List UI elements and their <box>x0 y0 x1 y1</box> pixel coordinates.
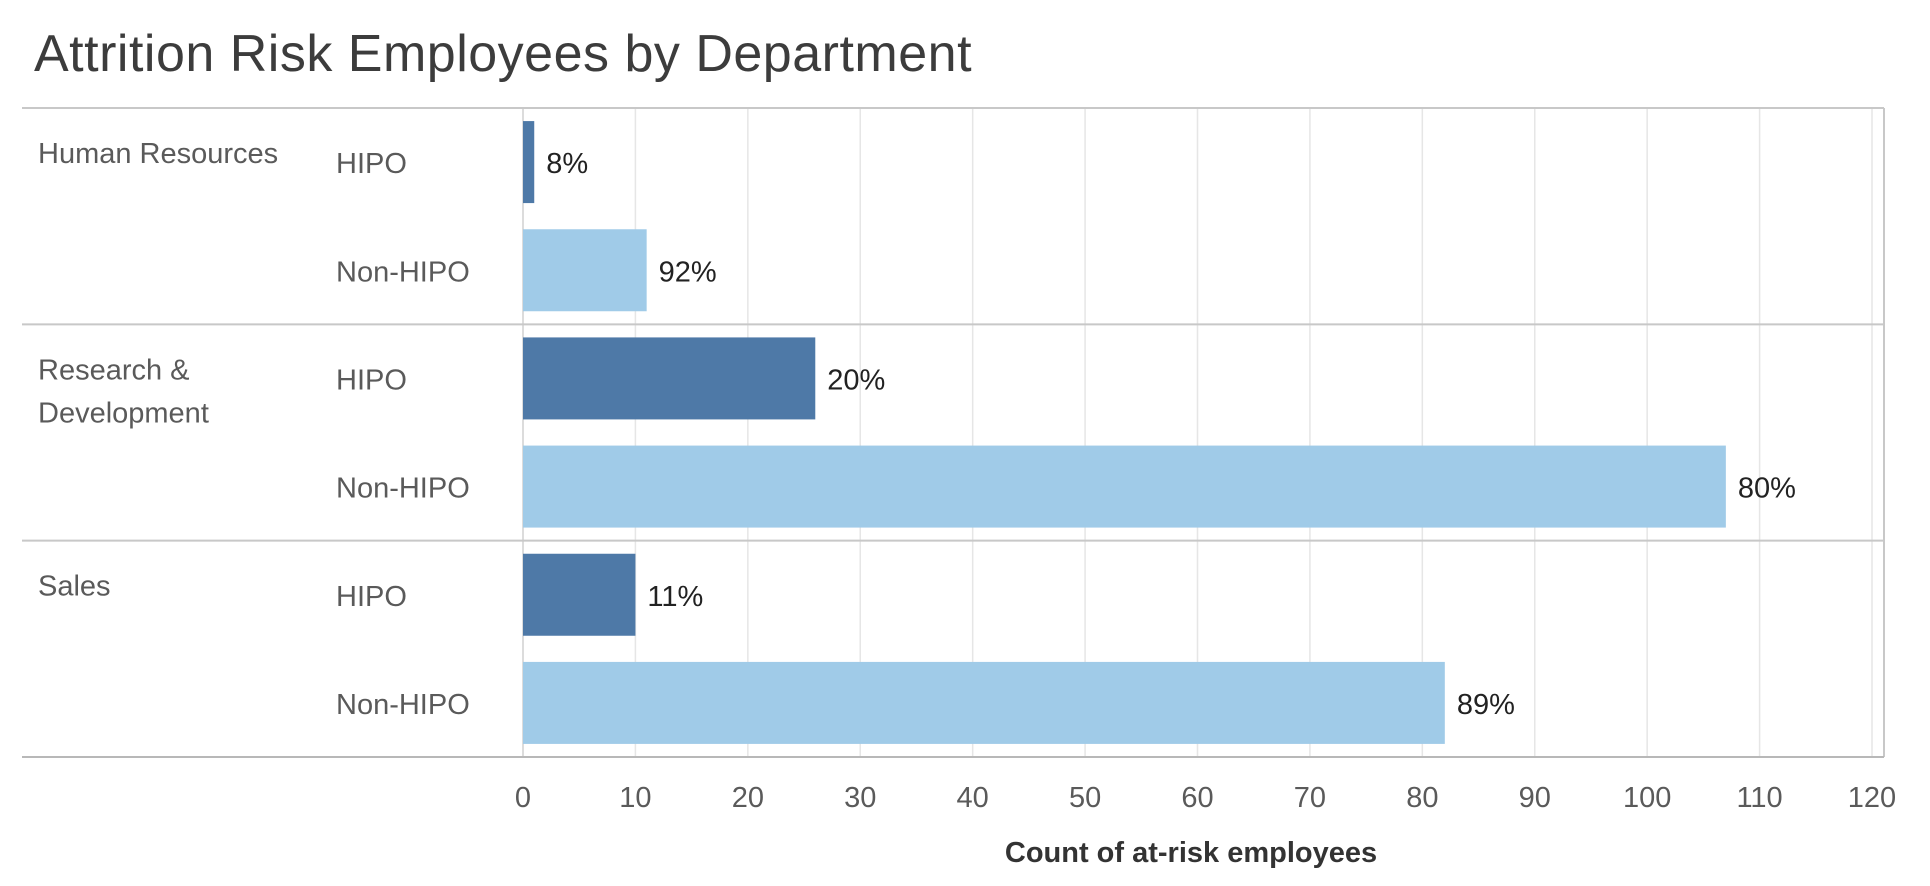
x-axis-title: Count of at-risk employees <box>1005 837 1377 869</box>
bar <box>523 553 636 636</box>
x-tick-label: 50 <box>1069 782 1101 814</box>
department-label-line: Sales <box>38 571 111 603</box>
segment-label: Non-HIPO <box>336 689 470 721</box>
chart-title: Attrition Risk Employees by Department <box>34 25 973 83</box>
data-labels: 8% 92% 20% 80% 11% 89% <box>546 148 1796 721</box>
x-tick-label: 10 <box>619 782 651 814</box>
x-tick-label: 60 <box>1181 782 1213 814</box>
department-label: Sales <box>38 571 111 603</box>
segment-label: Non-HIPO <box>336 473 470 505</box>
x-tick-label: 0 <box>515 782 531 814</box>
segment-label: HIPO <box>336 581 407 613</box>
segment-label: Non-HIPO <box>336 256 470 288</box>
department-label-line: Research & <box>38 354 190 386</box>
row-dividers <box>22 107 1885 758</box>
department-label-line: Human Resources <box>38 138 278 170</box>
x-tick-label: 40 <box>957 782 989 814</box>
x-tick-label: 70 <box>1294 782 1326 814</box>
bar <box>523 661 1445 744</box>
data-label: 89% <box>1457 689 1515 721</box>
department-label: Human Resources <box>38 138 278 170</box>
x-tick-label: 80 <box>1406 782 1438 814</box>
row-labels: Human Resources HIPO Non-HIPO Research & Dev… <box>38 138 470 721</box>
segment-label: HIPO <box>336 148 407 180</box>
data-label: 11% <box>647 581 703 613</box>
bar <box>523 337 816 420</box>
department-label: Research & Development <box>38 354 209 429</box>
data-label: 92% <box>659 256 717 288</box>
x-tick-label: 110 <box>1736 782 1782 814</box>
bar <box>523 229 647 312</box>
x-tick-label: 30 <box>844 782 876 814</box>
bar <box>523 121 535 204</box>
x-tick-label: 20 <box>732 782 764 814</box>
x-tick-label: 90 <box>1519 782 1551 814</box>
data-label: 80% <box>1738 473 1796 505</box>
data-label: 20% <box>827 364 885 396</box>
gridlines <box>522 108 1873 757</box>
x-tick-label: 100 <box>1623 782 1671 814</box>
bars <box>523 121 1726 744</box>
bar <box>523 445 1726 528</box>
data-label: 8% <box>546 148 588 180</box>
segment-label: HIPO <box>336 364 407 396</box>
x-axis: 0 10 20 30 40 50 60 70 80 90 100 110 120 <box>515 782 1896 814</box>
department-label-line: Development <box>38 397 209 429</box>
x-tick-label: 120 <box>1848 782 1896 814</box>
